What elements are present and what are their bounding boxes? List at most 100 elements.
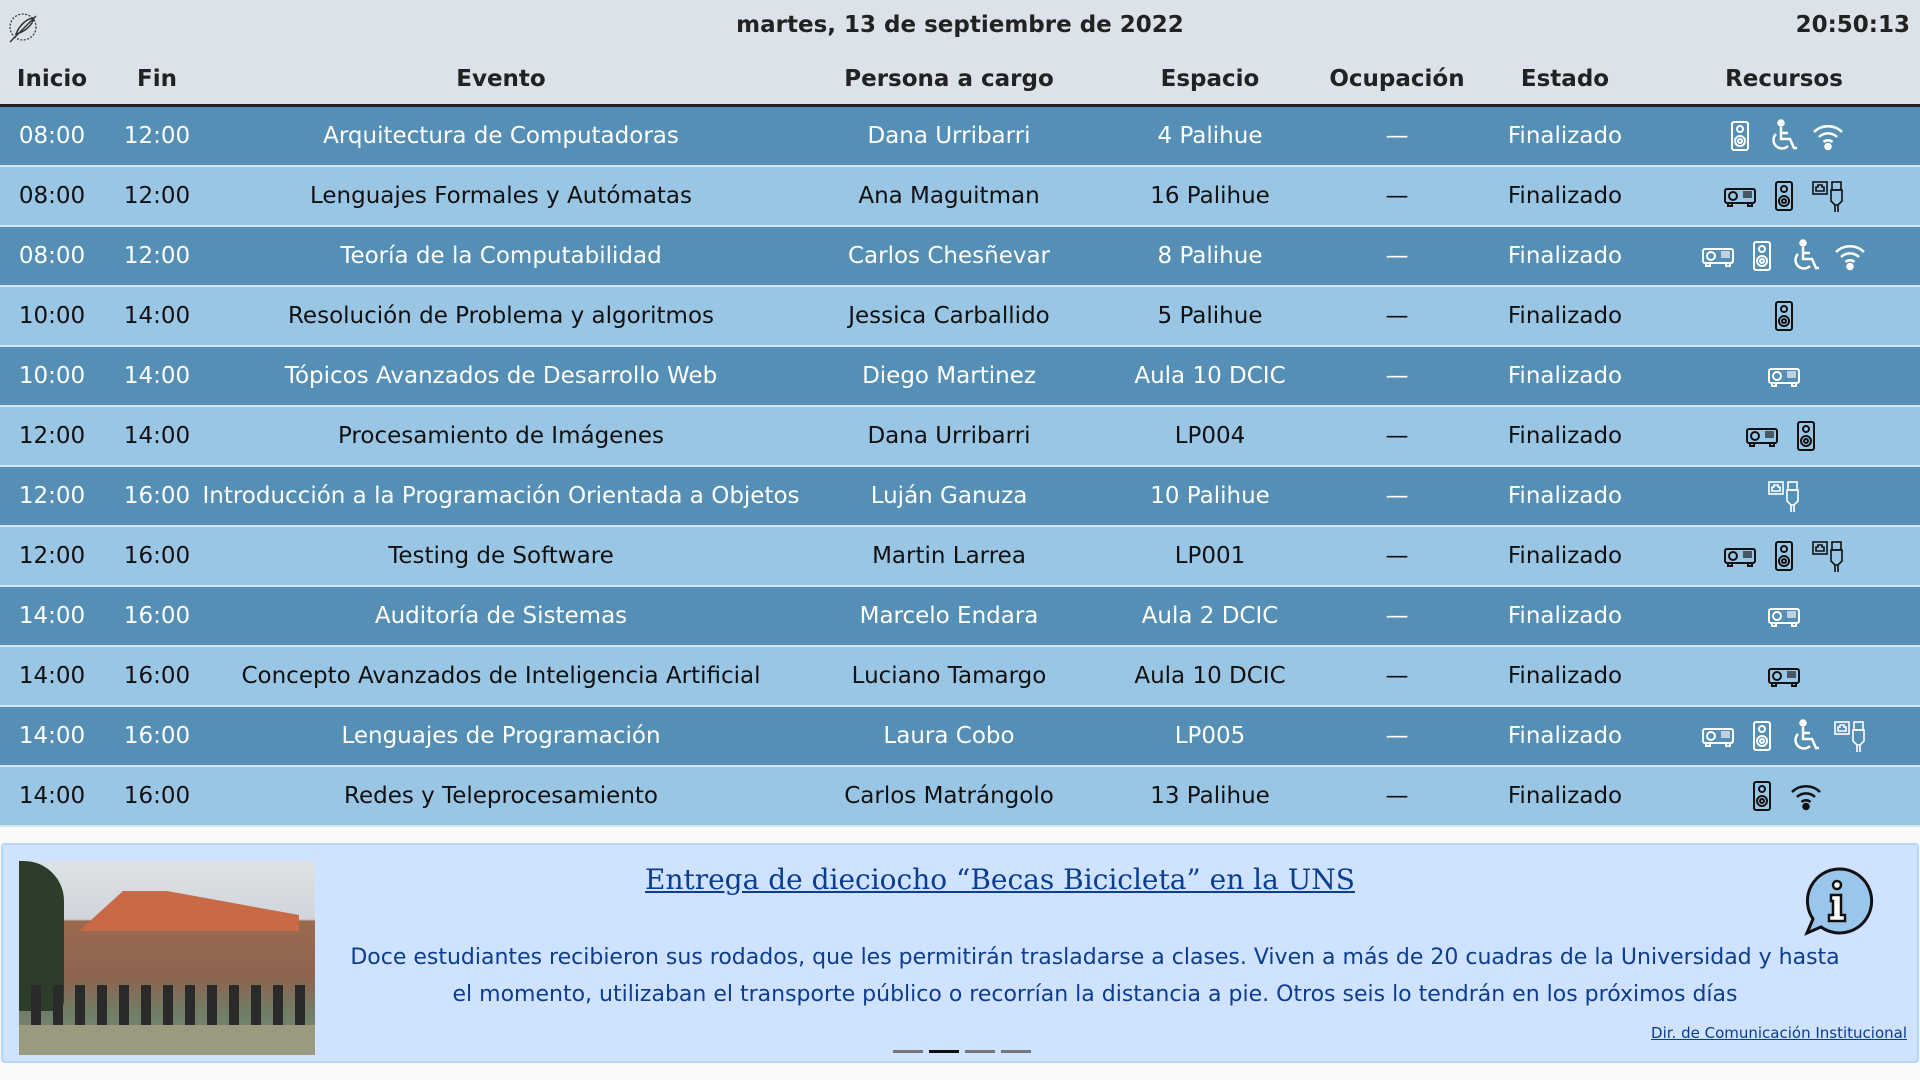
network-icon	[1833, 719, 1867, 753]
cell-recursos	[1723, 107, 1845, 165]
table-row: 08:00 12:00 Lenguajes Formales y Autómatas…	[0, 167, 1920, 227]
cell-espacio: 13 Palihue	[1150, 783, 1270, 809]
speaker-icon	[1745, 719, 1779, 753]
cell-recursos	[1723, 167, 1845, 225]
cell-recursos	[1767, 347, 1801, 405]
events-table: 08:00 12:00 Arquitectura de Computadoras Da…	[0, 107, 1920, 827]
cell-fin: 16:00	[123, 603, 191, 629]
cell-persona: Martin Larrea	[872, 543, 1026, 569]
cell-estado: Finalizado	[1507, 723, 1623, 749]
cell-ocupacion: —	[1385, 123, 1409, 149]
cell-espacio: Aula 10 DCIC	[1134, 663, 1286, 689]
carousel-dot[interactable]	[1001, 1050, 1031, 1053]
cell-fin: 14:00	[123, 303, 191, 329]
news-body: Doce estudiantes recibieron sus rodados,…	[350, 945, 1840, 1007]
cell-recursos	[1745, 407, 1823, 465]
wifi-icon	[1833, 239, 1867, 273]
top-bar: martes, 13 de septiembre de 2022 20:50:1…	[0, 0, 1920, 107]
cell-persona: Carlos Matrángolo	[844, 783, 1054, 809]
table-row: 10:00 14:00 Tópicos Avanzados de Desarroll…	[0, 347, 1920, 407]
projector-icon	[1723, 179, 1757, 213]
cell-persona: Ana Maguitman	[858, 183, 1040, 209]
network-icon	[1811, 539, 1845, 573]
carousel-dot[interactable]	[929, 1050, 959, 1053]
table-row: 12:00 16:00 Testing de Software Martin Larr…	[0, 527, 1920, 587]
cell-inicio: 12:00	[18, 543, 86, 569]
table-row: 12:00 14:00 Procesamiento de Imágenes Dana …	[0, 407, 1920, 467]
column-header-fin: Fin	[137, 66, 177, 92]
cell-espacio: LP001	[1174, 543, 1246, 569]
cell-inicio: 14:00	[18, 603, 86, 629]
cell-estado: Finalizado	[1507, 483, 1623, 509]
cell-inicio: 10:00	[18, 303, 86, 329]
cell-ocupacion: —	[1385, 723, 1409, 749]
cell-espacio: 10 Palihue	[1150, 483, 1270, 509]
cell-persona: Dana Urribarri	[867, 123, 1031, 149]
cell-ocupacion: —	[1385, 783, 1409, 809]
cell-persona: Diego Martinez	[862, 363, 1036, 389]
info-bubble-icon	[1804, 867, 1874, 936]
cell-persona: Luciano Tamargo	[851, 663, 1047, 689]
cell-evento: Lenguajes Formales y Autómatas	[309, 183, 693, 209]
cell-recursos	[1767, 647, 1801, 705]
speaker-icon	[1767, 299, 1801, 333]
cell-persona: Marcelo Endara	[859, 603, 1039, 629]
table-row: 08:00 12:00 Teoría de la Computabilidad Car…	[0, 227, 1920, 287]
cell-persona: Dana Urribarri	[867, 423, 1031, 449]
cell-ocupacion: —	[1385, 423, 1409, 449]
cell-estado: Finalizado	[1507, 423, 1623, 449]
projector-icon	[1701, 239, 1735, 273]
projector-icon	[1745, 419, 1779, 453]
projector-icon	[1767, 359, 1801, 393]
cell-espacio: 16 Palihue	[1150, 183, 1270, 209]
cell-estado: Finalizado	[1507, 183, 1623, 209]
cell-estado: Finalizado	[1507, 543, 1623, 569]
column-header-evento: Evento	[456, 66, 546, 92]
current-time: 20:50:13	[1795, 12, 1910, 38]
cell-inicio: 14:00	[18, 723, 86, 749]
projector-icon	[1767, 659, 1801, 693]
news-photo	[19, 861, 315, 1055]
cell-evento: Lenguajes de Programación	[341, 723, 661, 749]
cell-fin: 14:00	[123, 363, 191, 389]
cell-fin: 12:00	[123, 123, 191, 149]
cell-fin: 12:00	[123, 243, 191, 269]
cell-ocupacion: —	[1385, 303, 1409, 329]
news-title-link[interactable]: Entrega de dieciocho “Becas Bicicleta” e…	[645, 863, 1355, 896]
speaker-icon	[1745, 239, 1779, 273]
cell-espacio: 5 Palihue	[1157, 303, 1263, 329]
cell-recursos	[1767, 467, 1801, 525]
cell-ocupacion: —	[1385, 363, 1409, 389]
cell-espacio: Aula 10 DCIC	[1134, 363, 1286, 389]
speaker-icon	[1767, 539, 1801, 573]
cell-evento: Introducción a la Programación Orientada…	[202, 483, 800, 509]
cell-recursos	[1767, 287, 1801, 345]
table-row: 14:00 16:00 Redes y Teleprocesamiento Carlo…	[0, 767, 1920, 827]
cell-persona: Jessica Carballido	[848, 303, 1050, 329]
table-row: 14:00 16:00 Concepto Avanzados de Intelige…	[0, 647, 1920, 707]
cell-inicio: 08:00	[18, 183, 86, 209]
cell-inicio: 14:00	[18, 663, 86, 689]
network-icon	[1811, 179, 1845, 213]
cell-fin: 12:00	[123, 183, 191, 209]
news-source-link[interactable]: Dir. de Comunicación Institucional	[1651, 1024, 1907, 1042]
cell-espacio: LP005	[1174, 723, 1246, 749]
speaker-icon	[1745, 779, 1779, 813]
cell-espacio: LP004	[1174, 423, 1246, 449]
cell-evento: Tópicos Avanzados de Desarrollo Web	[284, 363, 718, 389]
speaker-icon	[1723, 119, 1757, 153]
wheelchair-icon	[1789, 239, 1823, 273]
table-row: 14:00 16:00 Lenguajes de Programación Laura…	[0, 707, 1920, 767]
cell-persona: Carlos Chesñevar	[847, 243, 1051, 269]
carousel-dot[interactable]	[893, 1050, 923, 1053]
carousel-dot[interactable]	[965, 1050, 995, 1053]
cell-estado: Finalizado	[1507, 663, 1623, 689]
cell-fin: 16:00	[123, 543, 191, 569]
cell-evento: Redes y Teleprocesamiento	[343, 783, 659, 809]
cell-inicio: 14:00	[18, 783, 86, 809]
cell-fin: 14:00	[123, 423, 191, 449]
cell-evento: Teoría de la Computabilidad	[340, 243, 662, 269]
column-header-inicio: Inicio	[16, 66, 88, 92]
cell-estado: Finalizado	[1507, 603, 1623, 629]
carousel-indicators	[893, 1050, 1031, 1053]
